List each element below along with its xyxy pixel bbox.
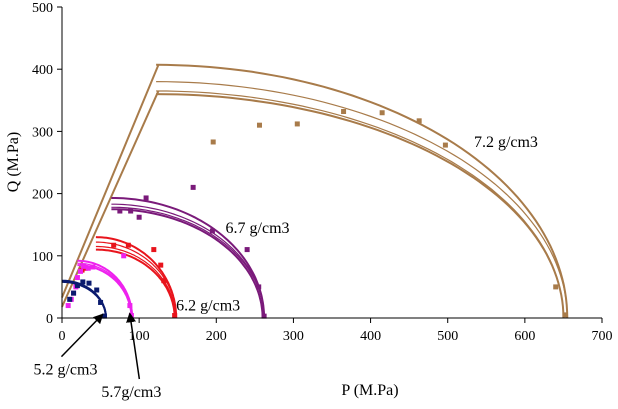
data-point-4-6 bbox=[98, 299, 104, 305]
cap-curve-0-1 bbox=[156, 81, 568, 319]
data-point-0-7 bbox=[553, 284, 559, 290]
data-point-3-5 bbox=[78, 268, 84, 274]
plot-marks bbox=[61, 63, 569, 319]
data-point-3-7 bbox=[85, 265, 91, 271]
data-point-3-9 bbox=[121, 253, 127, 259]
data-point-1-1 bbox=[128, 208, 134, 214]
x-tick-label: 400 bbox=[360, 329, 381, 344]
x-axis: 0 100 200 300 400 500 600 700 bbox=[59, 317, 613, 344]
data-point-1-4 bbox=[190, 184, 196, 190]
cap-curve-0-3 bbox=[156, 93, 565, 319]
data-point-4-4 bbox=[86, 280, 92, 286]
data-point-4-0 bbox=[67, 296, 73, 302]
failure-line-0-0 bbox=[61, 64, 160, 298]
y-axis-label: Q (M.Pa) bbox=[5, 132, 22, 192]
y-tick-label: 100 bbox=[32, 250, 53, 265]
data-point-1-3 bbox=[143, 195, 149, 201]
data-point-0-3 bbox=[341, 108, 347, 114]
data-point-0-2 bbox=[294, 121, 300, 127]
data-point-4-5 bbox=[94, 287, 100, 293]
annotation-label: 6.2 g/cm3 bbox=[176, 298, 240, 315]
annotation-label: 5.7g/cm3 bbox=[101, 384, 161, 401]
y-axis: 0 100 200 300 400 500 bbox=[32, 1, 63, 327]
data-point-3-10 bbox=[127, 303, 133, 309]
data-point-3-0 bbox=[65, 303, 71, 309]
data-point-1-6 bbox=[244, 247, 250, 253]
data-point-4-7 bbox=[101, 313, 107, 319]
data-point-2-4 bbox=[151, 247, 157, 253]
data-point-2-2 bbox=[111, 242, 117, 248]
data-point-2-3 bbox=[125, 242, 131, 248]
y-tick-label: 400 bbox=[32, 63, 53, 78]
cap-curve-2-1 bbox=[95, 241, 177, 319]
annotation-arrow bbox=[126, 312, 141, 380]
data-point-3-4 bbox=[74, 275, 80, 281]
data-point-0-6 bbox=[442, 142, 448, 148]
annotation-label: 5.2 g/cm3 bbox=[33, 362, 97, 379]
cap-curve-0-0 bbox=[156, 63, 569, 319]
data-point-0-8 bbox=[562, 312, 568, 318]
x-tick-label: 700 bbox=[592, 329, 613, 344]
y-tick-label: 0 bbox=[46, 312, 53, 327]
x-tick-label: 500 bbox=[437, 329, 458, 344]
data-point-1-2 bbox=[136, 214, 142, 220]
cap-curve-2-3 bbox=[95, 248, 176, 318]
data-point-3-8 bbox=[90, 264, 96, 270]
data-point-2-6 bbox=[161, 278, 167, 284]
x-axis-label: P (M.Pa) bbox=[341, 382, 398, 399]
annotation-label: 7.2 g/cm3 bbox=[474, 134, 538, 151]
data-point-0-1 bbox=[256, 122, 262, 128]
data-point-4-2 bbox=[74, 283, 80, 289]
data-point-1-7 bbox=[256, 284, 262, 290]
data-point-4-1 bbox=[71, 290, 77, 296]
data-point-2-7 bbox=[172, 313, 178, 319]
x-tick-label: 600 bbox=[514, 329, 535, 344]
x-tick-label: 200 bbox=[206, 329, 227, 344]
x-tick-label: 300 bbox=[283, 329, 304, 344]
y-tick-label: 200 bbox=[32, 188, 53, 203]
annotation-label: 6.7 g/cm3 bbox=[226, 220, 290, 237]
data-point-4-3 bbox=[80, 279, 86, 285]
y-tick-label: 300 bbox=[32, 125, 53, 140]
y-tick-label: 500 bbox=[32, 1, 53, 16]
cap-curve-4-1 bbox=[62, 280, 107, 318]
data-point-3-6 bbox=[81, 263, 87, 269]
data-point-0-4 bbox=[379, 110, 385, 116]
annotations: 7.2 g/cm3 6.7 g/cm3 6.2 g/cm3 5.2 g/cm35.7g… bbox=[33, 134, 537, 401]
data-point-1-0 bbox=[117, 208, 123, 214]
data-point-0-0 bbox=[210, 139, 216, 145]
data-point-2-5 bbox=[158, 262, 164, 268]
cap-curve-1-3 bbox=[111, 208, 264, 319]
x-tick-label: 0 bbox=[59, 329, 66, 344]
annotation-arrow bbox=[60, 313, 104, 358]
data-point-0-5 bbox=[416, 118, 422, 124]
data-point-1-5 bbox=[209, 228, 215, 234]
data-point-1-8 bbox=[261, 313, 267, 319]
